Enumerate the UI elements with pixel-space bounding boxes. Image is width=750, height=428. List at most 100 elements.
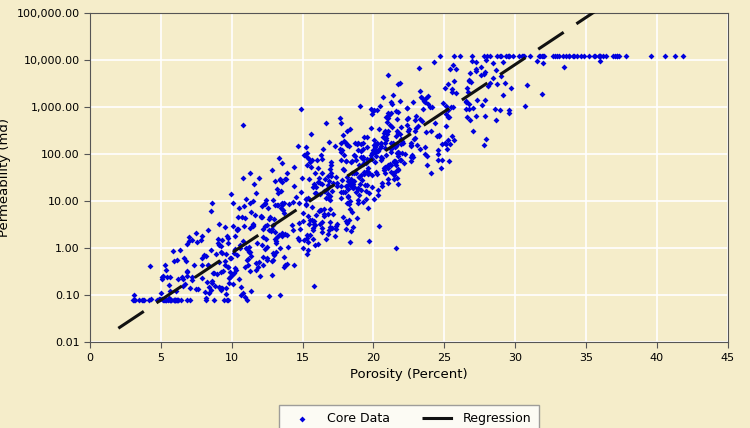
Core Data	[220, 291, 232, 297]
Core Data	[503, 53, 515, 59]
Core Data	[250, 190, 262, 197]
Core Data	[336, 177, 348, 184]
Core Data	[128, 291, 140, 298]
Core Data	[236, 291, 248, 298]
Core Data	[415, 94, 427, 101]
Core Data	[312, 165, 324, 172]
Core Data	[327, 180, 339, 187]
Core Data	[302, 239, 313, 246]
Core Data	[207, 270, 219, 276]
Core Data	[218, 296, 230, 303]
Core Data	[313, 174, 325, 181]
Core Data	[597, 53, 609, 59]
Core Data	[466, 105, 478, 112]
Core Data	[341, 193, 353, 200]
Core Data	[241, 245, 253, 252]
Core Data	[221, 235, 233, 242]
Core Data	[436, 141, 448, 148]
Core Data	[494, 107, 506, 113]
Core Data	[334, 140, 346, 147]
Core Data	[424, 128, 436, 134]
Core Data	[389, 158, 401, 164]
Core Data	[317, 211, 329, 217]
Core Data	[395, 149, 407, 156]
Core Data	[385, 146, 397, 152]
Core Data	[537, 59, 549, 66]
Core Data	[172, 276, 184, 282]
Core Data	[387, 92, 399, 98]
Core Data	[367, 107, 379, 114]
Core Data	[357, 139, 369, 146]
Core Data	[190, 229, 202, 236]
Core Data	[365, 155, 377, 162]
Core Data	[395, 135, 407, 142]
Core Data	[164, 297, 176, 303]
Core Data	[366, 183, 378, 190]
Core Data	[536, 53, 548, 59]
Core Data	[326, 170, 338, 177]
Core Data	[130, 297, 142, 303]
Core Data	[325, 192, 337, 199]
Core Data	[383, 161, 395, 168]
Core Data	[156, 273, 168, 280]
Core Data	[470, 58, 482, 65]
Core Data	[401, 116, 413, 123]
Core Data	[405, 142, 417, 149]
Core Data	[300, 196, 312, 203]
Core Data	[216, 285, 228, 291]
Core Data	[214, 284, 226, 291]
Core Data	[442, 158, 454, 165]
Core Data	[568, 53, 580, 59]
Core Data	[464, 105, 476, 112]
Core Data	[376, 93, 388, 100]
Core Data	[314, 206, 326, 213]
Core Data	[243, 244, 255, 251]
Core Data	[323, 178, 335, 184]
Core Data	[385, 140, 397, 146]
Core Data	[348, 178, 360, 185]
Core Data	[431, 156, 443, 163]
Core Data	[419, 151, 431, 158]
Core Data	[461, 113, 473, 120]
Core Data	[388, 143, 400, 150]
Core Data	[262, 243, 274, 250]
Core Data	[357, 146, 369, 152]
Core Data	[386, 101, 398, 108]
Core Data	[454, 53, 466, 59]
Core Data	[563, 53, 575, 59]
Core Data	[340, 158, 352, 164]
Core Data	[376, 180, 388, 187]
Core Data	[444, 140, 456, 147]
Core Data	[441, 145, 453, 152]
Core Data	[610, 53, 622, 59]
Core Data	[233, 241, 245, 248]
Core Data	[184, 297, 196, 303]
Core Data	[239, 214, 251, 221]
Core Data	[263, 293, 275, 300]
Core Data	[382, 128, 394, 134]
Core Data	[154, 295, 166, 302]
Core Data	[571, 53, 583, 59]
Core Data	[179, 280, 191, 287]
Core Data	[302, 150, 313, 157]
Core Data	[239, 264, 251, 270]
Core Data	[308, 181, 320, 188]
Core Data	[538, 53, 550, 59]
Core Data	[447, 61, 459, 68]
Core Data	[352, 139, 364, 146]
Core Data	[262, 221, 274, 228]
Core Data	[224, 255, 236, 262]
Core Data	[355, 140, 367, 147]
Core Data	[358, 160, 370, 166]
Core Data	[372, 192, 384, 199]
Core Data	[303, 176, 315, 183]
Core Data	[226, 200, 238, 207]
Core Data	[177, 282, 189, 289]
Core Data	[296, 188, 307, 195]
Core Data	[350, 189, 361, 196]
Core Data	[303, 156, 315, 163]
Core Data	[229, 264, 241, 271]
Core Data	[266, 166, 278, 173]
Core Data	[272, 190, 284, 196]
Core Data	[213, 283, 225, 290]
